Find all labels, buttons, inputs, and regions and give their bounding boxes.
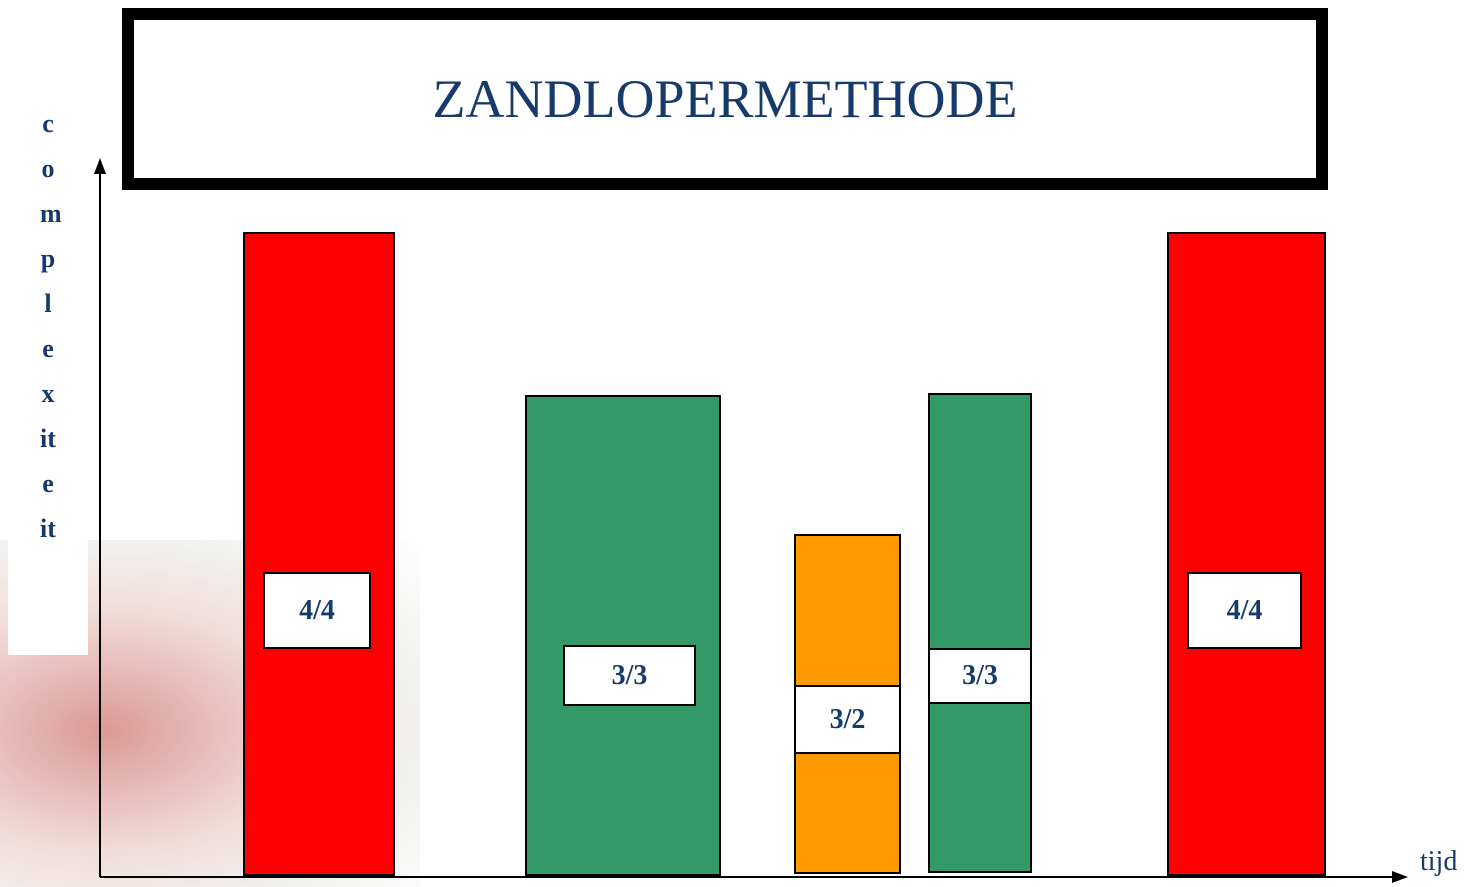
block-label: 3/3 [928,648,1032,704]
block-label: 4/4 [1187,572,1302,649]
y-arrow [94,158,106,174]
block-label: 4/4 [263,572,371,649]
block [1167,232,1326,876]
block [928,393,1032,873]
x-axis-label: tijd [1420,846,1457,878]
x-arrow [1392,871,1408,883]
slide: ZANDLOPERMETHODE complexiteit tijd 4/4 3… [0,0,1474,887]
block [243,232,395,876]
block [525,395,721,876]
block-label: 3/3 [563,645,696,706]
block-label: 3/2 [794,685,901,754]
